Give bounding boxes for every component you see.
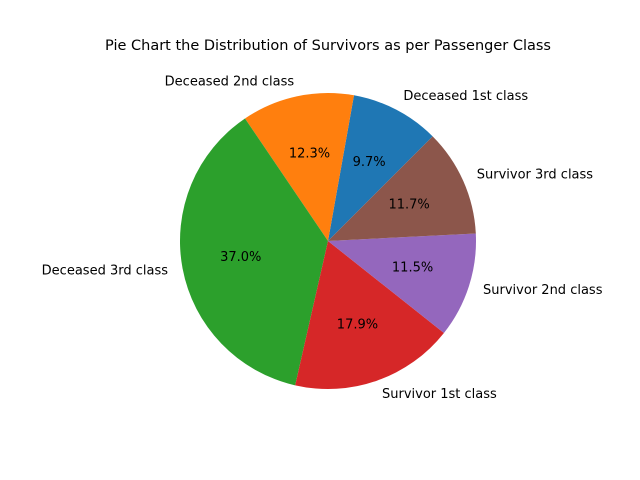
slice-percent-label: 17.9%: [337, 317, 378, 332]
chart-title: Pie Chart the Distribution of Survivors …: [105, 38, 551, 54]
slice-category-label: Deceased 1st class: [403, 89, 528, 104]
slice-category-label: Survivor 1st class: [382, 387, 497, 402]
pie-slice-6: [328, 136, 476, 241]
slice-percent-label: 11.7%: [388, 197, 429, 212]
pie-slice-5: [328, 233, 477, 333]
pie-slice-4: [295, 241, 444, 390]
pie-slice-3: [179, 118, 328, 386]
slice-percent-label: 9.7%: [353, 155, 386, 170]
slice-category-label: Survivor 2nd class: [483, 283, 603, 298]
pie-labels: 9.7% Deceased 1st class 12.3% Deceased 2nd …: [42, 74, 603, 402]
slice-percent-label: 37.0%: [220, 250, 261, 265]
pie-slices: [179, 93, 477, 390]
slice-percent-label: 11.5%: [392, 261, 433, 276]
pie-slice-1: [328, 95, 433, 241]
pie-slice-2: [244, 93, 354, 241]
slice-category-label: Deceased 2nd class: [165, 74, 295, 89]
slice-percent-label: 12.3%: [289, 147, 330, 162]
slice-category-label: Survivor 3rd class: [477, 167, 594, 182]
slice-category-label: Deceased 3rd class: [42, 264, 169, 279]
